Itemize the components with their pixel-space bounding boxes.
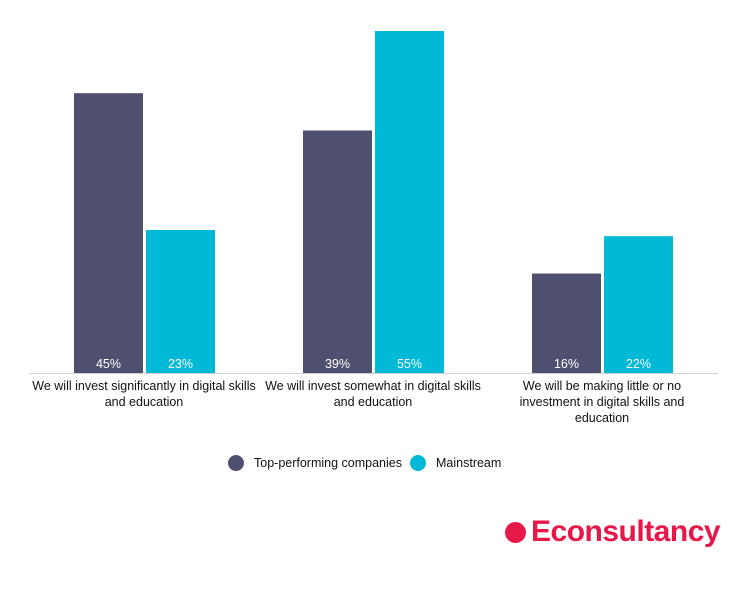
- data-label: 39%: [325, 357, 350, 371]
- legend: Top-performing companies Mainstream: [228, 455, 509, 471]
- bar: [532, 273, 601, 373]
- category-label: We will be making little or no investmen…: [519, 379, 685, 425]
- data-label: 22%: [626, 357, 651, 371]
- legend-label: Mainstream: [436, 456, 502, 470]
- bar-chart: 45% 39% 16% 23% 55% 22%: [30, 31, 718, 374]
- category-label: We will invest significantly in digital …: [32, 379, 256, 409]
- bar: [303, 130, 372, 373]
- legend-label: Top-performing companies: [254, 456, 402, 470]
- econsultancy-logo: Econsultancy: [505, 515, 721, 549]
- category-label: We will invest somewhat in digital skill…: [265, 379, 481, 409]
- bar: [146, 229, 215, 373]
- data-label: 45%: [96, 357, 121, 371]
- data-label: 55%: [397, 357, 422, 371]
- bar: [74, 93, 143, 373]
- legend-swatch: [410, 455, 426, 471]
- logo-dot-icon: [505, 521, 526, 543]
- legend-swatch: [228, 455, 244, 471]
- legend-item: Top-performing companies: [228, 455, 402, 471]
- logo-text: Econsultancy: [531, 515, 721, 548]
- data-label: 23%: [168, 357, 193, 371]
- legend-item: Mainstream: [410, 455, 501, 471]
- bar: [604, 236, 673, 373]
- data-label: 16%: [554, 357, 579, 371]
- bar: [375, 31, 444, 373]
